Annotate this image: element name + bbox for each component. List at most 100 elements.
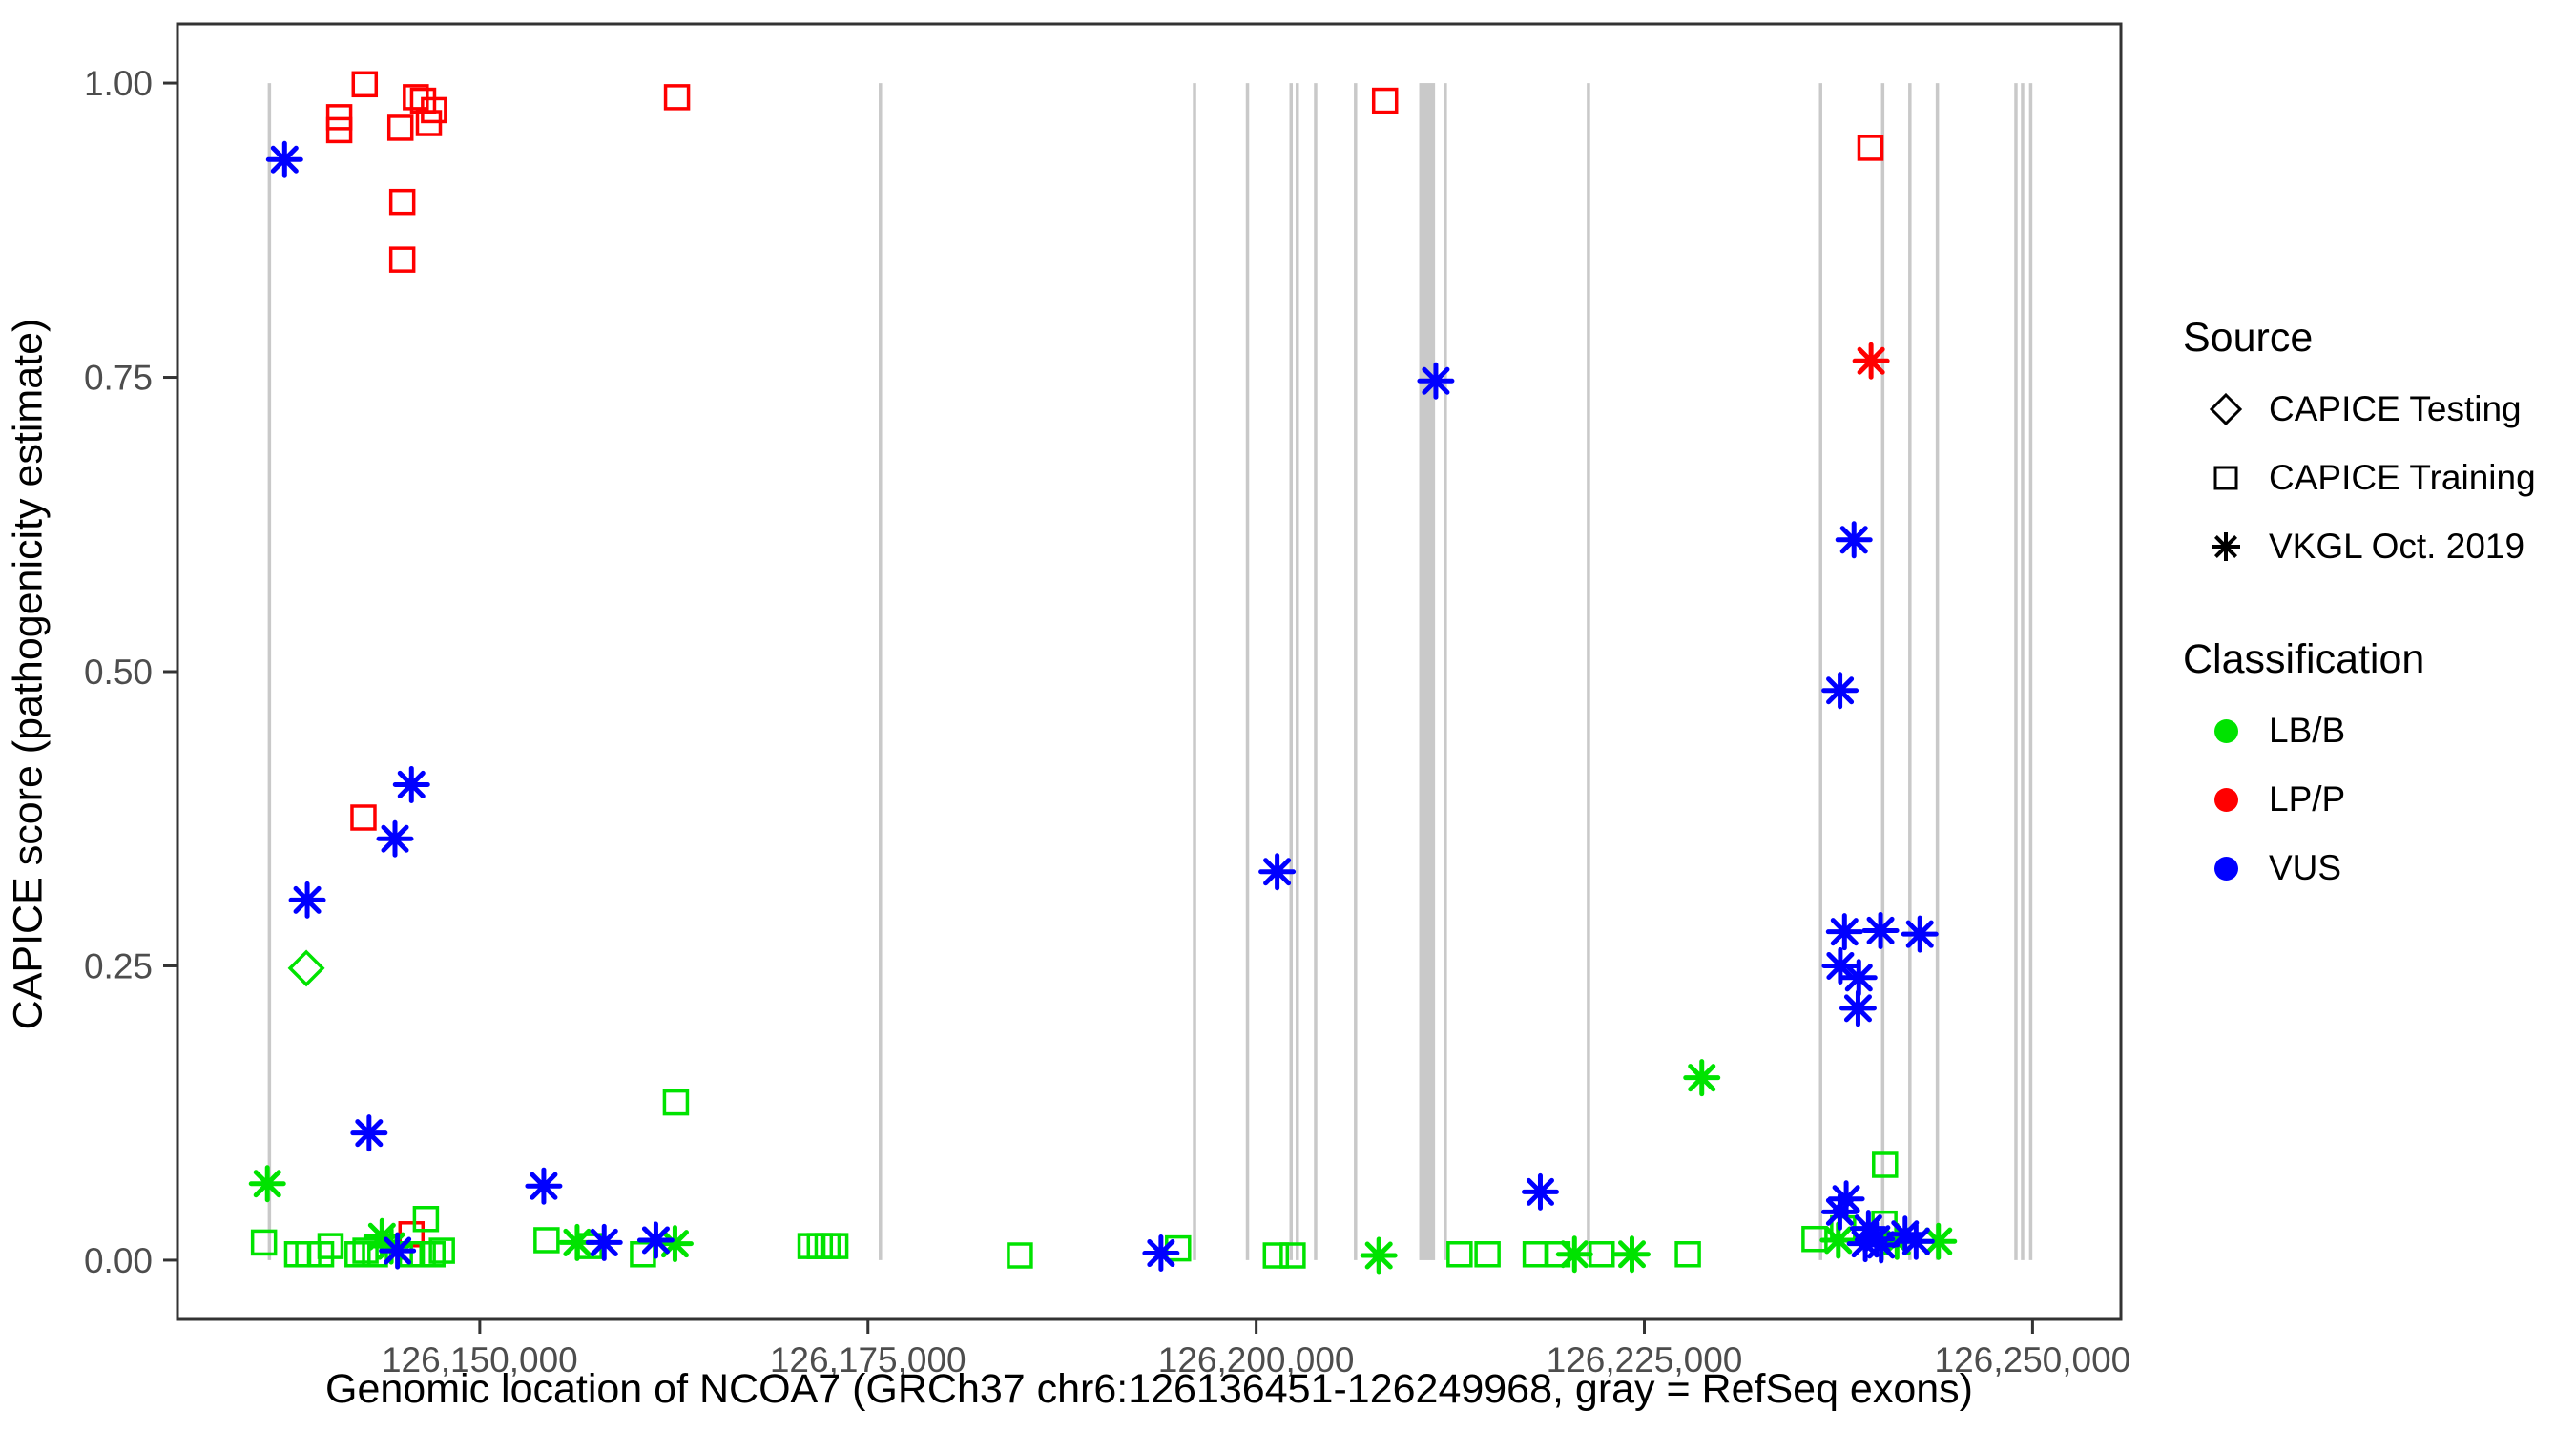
data-point-asterisk xyxy=(1886,1215,1924,1254)
data-point-square xyxy=(814,1233,841,1259)
refseq-exon-band xyxy=(1419,83,1436,1260)
data-point-asterisk xyxy=(392,765,430,803)
data-point-asterisk xyxy=(558,1223,596,1261)
legend-item-label: LB/B xyxy=(2269,711,2346,750)
data-point-asterisk xyxy=(248,1165,286,1203)
data-point-asterisk xyxy=(1852,342,1890,380)
legend-item-vus: VUS xyxy=(2183,834,2565,902)
data-point-square xyxy=(428,1237,455,1264)
data-point-asterisk xyxy=(1142,1234,1180,1273)
data-point-asterisk xyxy=(1821,946,1859,985)
legend-item-label: VUS xyxy=(2269,848,2342,887)
data-point-asterisk xyxy=(1897,1222,1935,1260)
legend-item-label: CAPICE Training xyxy=(2269,458,2536,497)
x-tick-label: 126,250,000 xyxy=(1935,1340,2131,1379)
blue-dot-icon xyxy=(2183,856,2269,881)
legend-item-lbb: LB/B xyxy=(2183,696,2565,765)
y-tick-label: 0.25 xyxy=(84,946,153,985)
x-tick-label: 126,225,000 xyxy=(1547,1340,1743,1379)
data-point-asterisk xyxy=(1839,989,1877,1027)
legend-item-label: CAPICE Testing xyxy=(2269,389,2522,428)
y-tick-label: 0.75 xyxy=(84,359,153,398)
y-tick-label: 0.00 xyxy=(84,1241,153,1280)
data-point-square xyxy=(1007,1242,1033,1269)
data-point-square xyxy=(344,1241,371,1268)
square-open-icon xyxy=(2183,457,2269,499)
data-point-asterisk xyxy=(636,1221,675,1259)
data-point-asterisk xyxy=(1835,521,1873,559)
data-point-square xyxy=(821,1233,849,1259)
data-point-asterisk xyxy=(1821,672,1859,710)
x-axis-title: Genomic location of NCOA7 (GRCh37 chr6:1… xyxy=(325,1366,1973,1412)
data-point-square xyxy=(250,1229,278,1256)
legend-classification-title: Classification xyxy=(2183,636,2425,682)
legend-item-label: VKGL Oct. 2019 xyxy=(2269,527,2525,566)
data-point-asterisk xyxy=(1862,1226,1901,1264)
data-point-asterisk xyxy=(1612,1235,1651,1274)
x-tick-label: 126,175,000 xyxy=(770,1340,966,1379)
data-point-asterisk xyxy=(1861,911,1900,949)
data-point-square xyxy=(386,114,414,141)
data-point-square xyxy=(419,1241,446,1268)
legend: Source CAPICE Testing CAPICE Training VK… xyxy=(2183,315,2565,902)
data-point-asterisk xyxy=(1820,1192,1859,1231)
data-point-asterisk xyxy=(288,881,326,919)
legend-source-title: Source xyxy=(2183,315,2314,361)
data-point-asterisk xyxy=(525,1167,563,1205)
data-point-square xyxy=(317,1233,344,1259)
data-point-square xyxy=(1262,1242,1290,1269)
data-point-asterisk xyxy=(1825,913,1863,951)
data-point-square xyxy=(325,116,353,144)
green-dot-icon xyxy=(2183,718,2269,743)
data-point-asterisk xyxy=(1827,1180,1865,1218)
data-point-square xyxy=(662,1089,690,1116)
data-point-asterisk xyxy=(1819,1221,1858,1259)
data-point-square xyxy=(351,71,379,98)
diamond-open-icon xyxy=(2183,388,2269,430)
data-point-square xyxy=(307,1241,335,1268)
data-point-square xyxy=(1872,1151,1899,1178)
data-point-asterisk xyxy=(265,140,303,178)
data-point-square xyxy=(1589,1241,1615,1268)
data-point-square xyxy=(415,110,443,136)
data-point-square xyxy=(350,804,377,831)
data-point-square xyxy=(1857,135,1884,161)
data-point-asterisk xyxy=(585,1223,623,1261)
data-point-square xyxy=(388,246,416,273)
legend-item-capice-training: CAPICE Training xyxy=(2183,444,2565,512)
data-point-square xyxy=(663,84,691,111)
x-tick-label: 126,200,000 xyxy=(1158,1340,1355,1379)
data-point-square xyxy=(1522,1241,1549,1268)
asterisk-icon xyxy=(2183,526,2269,568)
data-point-square xyxy=(1165,1234,1192,1262)
data-point-asterisk xyxy=(655,1225,694,1263)
data-point-square xyxy=(1474,1241,1501,1268)
data-point-square xyxy=(1371,87,1399,114)
x-tick-label: 126,150,000 xyxy=(382,1340,578,1379)
y-tick-label: 1.00 xyxy=(84,64,153,103)
data-point-square xyxy=(1674,1241,1701,1268)
data-point-asterisk xyxy=(1683,1059,1721,1097)
data-point-asterisk xyxy=(1839,959,1878,997)
data-point-asterisk xyxy=(1521,1172,1559,1211)
y-axis-title: CAPICE score (pathogenicity estimate) xyxy=(5,318,52,1030)
legend-item-vkgl: VKGL Oct. 2019 xyxy=(2183,512,2565,581)
y-tick-label: 0.50 xyxy=(84,653,153,692)
data-point-asterisk xyxy=(1555,1235,1593,1274)
data-point-square xyxy=(533,1227,560,1254)
plot-border xyxy=(176,22,2123,1321)
data-point-square xyxy=(1446,1241,1473,1268)
data-point-square xyxy=(352,1237,379,1264)
data-point-asterisk xyxy=(350,1114,388,1152)
data-point-square xyxy=(388,188,416,216)
legend-item-lpp: LP/P xyxy=(2183,765,2565,834)
legend-item-label: LP/P xyxy=(2269,779,2346,819)
data-point-asterisk xyxy=(1901,915,1939,953)
data-point-square xyxy=(797,1233,824,1259)
data-point-square xyxy=(412,1206,440,1233)
red-dot-icon xyxy=(2183,787,2269,812)
legend-spacer xyxy=(2183,581,2565,636)
data-point-asterisk xyxy=(1360,1236,1398,1275)
